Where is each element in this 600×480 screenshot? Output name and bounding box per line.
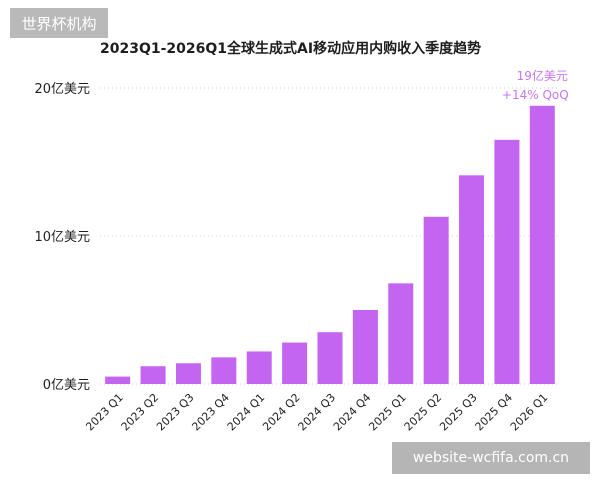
annotation-value: 19亿美元 [517,68,568,83]
watermark-top: 世界杯机构 [10,8,108,38]
bar-2025-q2 [423,216,449,384]
x-tick-label: 2025 Q3 [437,391,480,434]
y-tick-label: 0亿美元 [43,378,90,393]
x-tick-label: 2024 Q2 [260,391,303,434]
x-tick-label: 2025 Q4 [473,391,516,434]
x-tick-label: 2024 Q4 [331,391,374,434]
x-tick-label: 2023 Q2 [119,391,162,434]
x-tick-label: 2024 Q3 [296,391,339,434]
bar-2025-q3 [459,175,485,384]
chart-title: 2023Q1-2026Q1全球生成式AI移动应用内购收入季度趋势 [100,41,482,57]
y-tick-label: 20亿美元 [34,82,90,97]
bar-2024-q2 [282,342,308,384]
x-tick-label: 2023 Q1 [83,391,126,434]
bar-2026-q1 [529,105,555,384]
x-tick-label: 2026 Q1 [508,391,551,434]
x-tick-label: 2024 Q1 [225,391,268,434]
bar-2025-q4 [494,139,520,384]
annotation-growth: +14% QoQ [502,88,569,102]
watermark-bottom: website-wcfifa.com.cn [392,442,590,474]
bar-2023-q4 [211,357,237,384]
bar-2024-q4 [352,310,378,384]
bar-2023-q1 [105,376,131,384]
y-tick-label: 10亿美元 [34,230,90,245]
x-tick-label: 2023 Q3 [154,391,197,434]
x-tick-label: 2025 Q2 [402,391,445,434]
x-tick-label: 2025 Q1 [366,391,409,434]
x-tick-label: 2023 Q4 [189,391,232,434]
bar-2023-q2 [140,366,166,384]
bar-2025-q1 [388,283,414,384]
bar-2023-q3 [175,363,201,384]
bar-2024-q1 [246,351,272,384]
bar-2024-q3 [317,332,343,384]
